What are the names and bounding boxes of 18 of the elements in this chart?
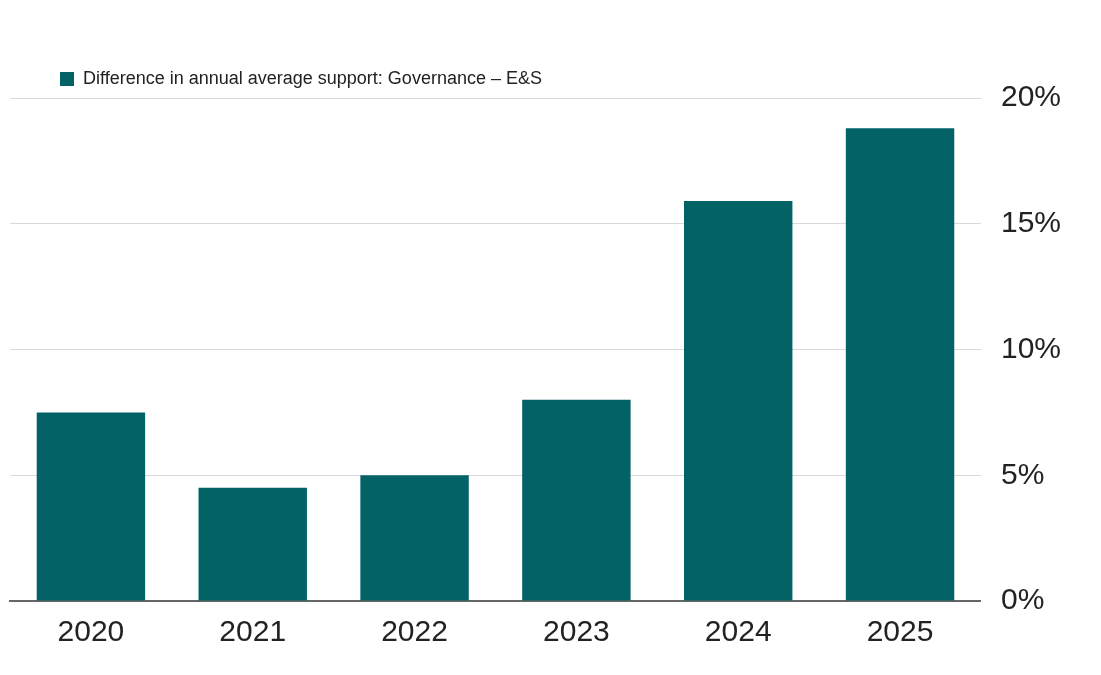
y-tick-label: 20% (1000, 79, 1061, 113)
x-tick-label: 2020 (57, 614, 125, 648)
x-tick-label: 2023 (543, 614, 610, 648)
x-tick-label: 2022 (381, 614, 448, 648)
bar (198, 487, 307, 601)
bar (360, 475, 469, 601)
bar (522, 399, 631, 601)
y-tick-label: 5% (1000, 456, 1045, 490)
y-tick-label: 10% (1000, 330, 1061, 364)
bar (845, 128, 955, 601)
bar (36, 412, 146, 601)
bar (684, 201, 793, 601)
x-tick-label: 2025 (866, 614, 934, 648)
y-tick-label: 0% (1000, 582, 1045, 616)
legend-label: Difference in annual average support: Governance – E&S (83, 67, 542, 88)
x-tick-label: 2024 (704, 614, 772, 648)
x-tick-label: 2021 (219, 614, 287, 648)
y-tick-label: 15% (1000, 205, 1061, 239)
